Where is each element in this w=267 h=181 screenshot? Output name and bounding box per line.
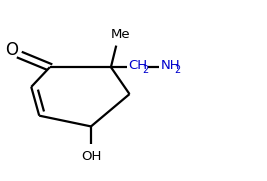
Text: OH: OH: [81, 150, 101, 163]
Text: O: O: [5, 41, 18, 59]
Text: 2: 2: [174, 65, 181, 75]
Text: CH: CH: [128, 59, 147, 72]
Text: NH: NH: [160, 59, 180, 72]
Text: 2: 2: [142, 65, 148, 75]
Text: Me: Me: [111, 28, 130, 41]
